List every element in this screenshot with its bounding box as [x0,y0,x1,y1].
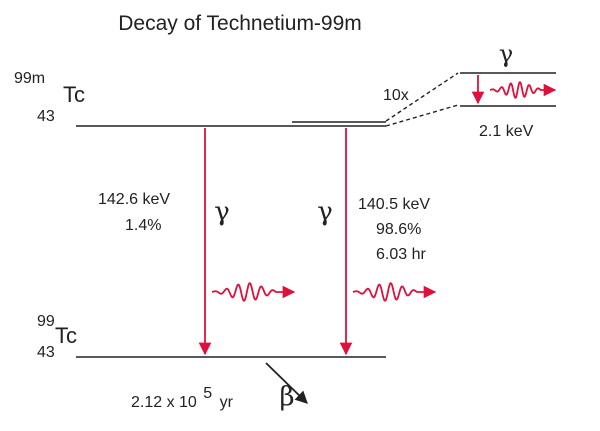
transition-2-energy: 140.5 keV [358,196,430,213]
transition-1-intensity: 1.4% [125,217,161,234]
zoom-line-lower [385,104,459,127]
inset-photon-wave [489,81,557,99]
parent-symbol: Tc [63,82,85,107]
transition-1-photon-wave [211,282,296,302]
parent-mass-number: 99m [14,70,45,87]
half-life-prefix: 2.12 x 10 [131,394,197,411]
beta-symbol: β [279,382,294,412]
daughter-atomic-number: 43 [37,344,55,361]
transition-2-intensity: 98.6% [376,221,421,238]
inset-energy-label: 2.1 keV [479,123,534,140]
inset-zoom: γ 2.1 keV [460,40,557,140]
transition-2-half-life: 6.03 hr [376,246,426,263]
transition-1-gamma-symbol: γ [214,197,230,227]
daughter-mass-number: 99 [37,313,55,330]
inset-gamma-symbol: γ [499,40,513,68]
parent-nuclide-label: 99m Tc 43 [14,70,85,125]
diagram-title: Decay of Technetium-99m [118,12,362,35]
beta-decay-arrow [265,362,308,404]
half-life-unit: yr [220,394,234,411]
daughter-symbol: Tc [55,323,77,348]
half-life-exponent: 5 [203,385,212,402]
daughter-nuclide-label: 99 Tc 43 [37,313,77,361]
magnification-label: 10x [383,87,409,104]
transition-2-gamma-symbol: γ [317,197,333,227]
daughter-half-life: 2.12 x 10 5 yr [131,385,234,411]
parent-atomic-number: 43 [37,108,55,125]
zoom-line-upper [385,72,459,122]
transition-2-photon-wave [352,282,437,302]
transition-1-energy: 142.6 keV [98,191,170,208]
